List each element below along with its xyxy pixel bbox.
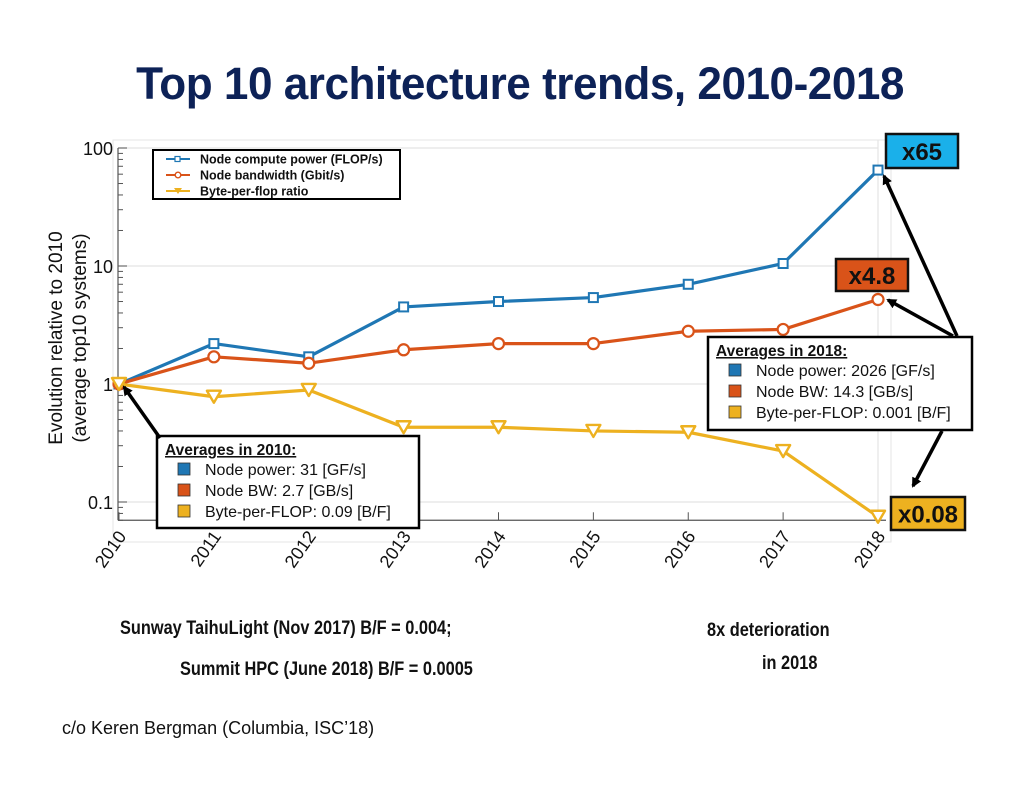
legend-label: Byte-per-flop ratio bbox=[200, 185, 309, 199]
factor-label: x0.08 bbox=[898, 502, 958, 529]
arrow-2010 bbox=[122, 385, 162, 440]
data-point-square bbox=[872, 164, 884, 176]
averages-item: Byte-per-FLOP: 0.09 [B/F] bbox=[205, 504, 391, 521]
factor-box bbox=[834, 257, 910, 293]
averages-item: Node BW: 2.7 [GB/s] bbox=[205, 483, 353, 500]
averages-heading: Averages in 2010: bbox=[165, 442, 296, 459]
legend-box bbox=[152, 149, 401, 200]
factor-box bbox=[889, 495, 967, 532]
data-point-triangle bbox=[585, 423, 602, 439]
averages-2018-box: Averages in 2018: Node power: 2026 [GF/s]… bbox=[706, 335, 974, 432]
note-sunway: Sunway TaihuLight (Nov 2017) B/F = 0.004… bbox=[120, 618, 452, 639]
note-deterioration-line2: in 2018 bbox=[762, 653, 818, 674]
averages-item: Node BW: 14.3 [GB/s] bbox=[756, 384, 913, 401]
arrow-x48 bbox=[886, 298, 954, 338]
data-point-triangle bbox=[680, 425, 697, 440]
averages-color-swatch bbox=[177, 483, 191, 497]
y-tick-label: 0.1 bbox=[88, 493, 113, 513]
data-point-triangle bbox=[300, 382, 317, 398]
data-point-circle bbox=[776, 322, 790, 337]
data-point-circle bbox=[302, 356, 316, 370]
data-point-square bbox=[398, 301, 410, 313]
y-tick-label: 100 bbox=[83, 139, 113, 159]
slide-title: Top 10 architecture trends, 2010-2018 bbox=[136, 58, 904, 109]
averages-color-swatch bbox=[728, 405, 742, 419]
data-point-circle bbox=[207, 350, 221, 364]
arrow-x008 bbox=[911, 430, 944, 488]
factor-label: x4.8 bbox=[849, 263, 896, 290]
y-tick-label: 10 bbox=[93, 257, 113, 277]
y-tick-labels: 0.1 1 10 100 bbox=[83, 139, 113, 513]
arrow-x65 bbox=[882, 174, 959, 337]
legend: Node compute power (FLOP/s) Node bandwidt… bbox=[152, 149, 401, 200]
data-point-circle bbox=[586, 336, 600, 351]
data-point-triangle bbox=[110, 376, 128, 392]
data-point-triangle bbox=[395, 420, 412, 435]
data-point-square bbox=[208, 338, 220, 350]
averages-heading: Averages in 2018: bbox=[716, 343, 847, 360]
data-point-triangle bbox=[490, 420, 507, 435]
credit-line: c/o Keren Bergman (Columbia, ISC’18) bbox=[62, 718, 375, 738]
legend-marker-square bbox=[174, 155, 181, 163]
note-summit: Summit HPC (June 2018) B/F = 0.0005 bbox=[180, 659, 473, 680]
data-point-triangle bbox=[205, 389, 223, 404]
factor-labels: x65 x4.8 x0.08 bbox=[834, 132, 967, 532]
data-point-triangle bbox=[869, 509, 887, 524]
averages-2018-frame bbox=[706, 335, 974, 432]
averages-color-swatch bbox=[728, 363, 742, 377]
factor-label: x65 bbox=[902, 139, 942, 166]
data-point-circle bbox=[397, 343, 411, 357]
averages-color-swatch bbox=[177, 462, 191, 476]
y-axis-label-line1: Evolution relative to 2010 bbox=[46, 231, 67, 444]
legend-marker-circle bbox=[174, 171, 182, 179]
averages-color-swatch bbox=[177, 504, 191, 518]
data-point-triangle bbox=[774, 443, 792, 459]
data-point-square bbox=[682, 278, 694, 290]
note-deterioration-line1: 8x deterioration bbox=[707, 620, 830, 641]
data-point-circle bbox=[491, 336, 506, 351]
series-group bbox=[110, 164, 887, 524]
averages-item: Byte-per-FLOP: 0.001 [B/F] bbox=[756, 405, 951, 422]
data-point-square bbox=[777, 257, 789, 269]
data-point-circle bbox=[681, 324, 695, 338]
data-point-circle bbox=[871, 292, 885, 307]
legend-marker-triangle bbox=[174, 188, 182, 194]
averages-2010-frame bbox=[155, 434, 421, 530]
factor-box bbox=[884, 132, 960, 170]
data-point-square bbox=[493, 296, 504, 308]
y-axis-label-line2: (average top10 systems) bbox=[70, 233, 91, 442]
legend-label: Node compute power (FLOP/s) bbox=[200, 153, 383, 167]
averages-item: Node power: 2026 [GF/s] bbox=[756, 363, 935, 380]
averages-item: Node power: 31 [GF/s] bbox=[205, 462, 366, 479]
data-point-square bbox=[587, 292, 599, 304]
y-tick-label: 1 bbox=[103, 375, 113, 395]
averages-2010-box: Averages in 2010: Node power: 31 [GF/s] No… bbox=[155, 434, 421, 530]
legend-label: Node bandwidth (Gbit/s) bbox=[200, 169, 344, 183]
averages-color-swatch bbox=[728, 384, 742, 398]
